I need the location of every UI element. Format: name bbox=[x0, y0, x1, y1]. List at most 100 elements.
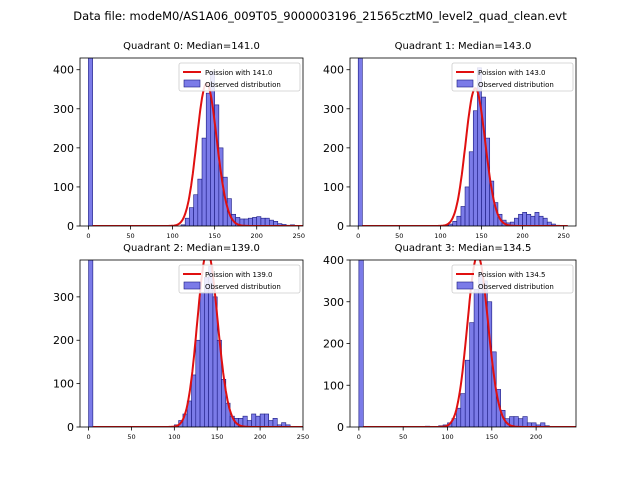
histogram-bar bbox=[88, 58, 93, 226]
histogram-bar bbox=[199, 292, 205, 427]
panel-title: Quadrant 0: Median=141.0 bbox=[123, 41, 260, 52]
y-tick-label: 300 bbox=[53, 103, 74, 116]
x-tick-label: 0 bbox=[357, 433, 361, 441]
histogram-bar bbox=[242, 415, 248, 427]
x-tick-label: 150 bbox=[486, 433, 498, 441]
histogram-bar bbox=[264, 217, 270, 226]
y-tick-label: 100 bbox=[323, 379, 344, 392]
histogram-bar bbox=[88, 260, 94, 427]
histogram-bar bbox=[513, 416, 519, 427]
histogram-bar bbox=[522, 416, 528, 427]
histogram-bar bbox=[197, 178, 203, 226]
x-tick-label: 200 bbox=[530, 433, 542, 441]
histogram-bar bbox=[204, 277, 209, 427]
histogram-bar bbox=[473, 288, 479, 427]
histogram-bar bbox=[526, 213, 532, 226]
histogram-bar bbox=[184, 217, 190, 226]
axes-frame bbox=[79, 57, 304, 227]
histogram-bar bbox=[469, 322, 475, 427]
histogram-bar bbox=[248, 217, 253, 226]
histogram-bar bbox=[452, 221, 458, 226]
x-tick-label: 100 bbox=[168, 433, 180, 441]
x-tick-label: 50 bbox=[127, 433, 135, 441]
plot-area bbox=[88, 58, 303, 226]
legend-box bbox=[178, 264, 301, 294]
poisson-fit-line bbox=[92, 82, 303, 226]
y-tick-label: 0 bbox=[67, 421, 74, 434]
legend-box bbox=[451, 62, 574, 92]
x-tick-label: 50 bbox=[126, 232, 134, 240]
x-tick-label: 250 bbox=[557, 232, 569, 240]
histogram-bar bbox=[264, 413, 269, 427]
x-tick-label: 0 bbox=[86, 232, 90, 240]
x-tick-label: 100 bbox=[166, 232, 178, 240]
figure-title: Data file: modeM0/AS1A06_009T05_90000031… bbox=[73, 9, 567, 23]
chart-panel-quadrant-3: 0 50 100 150 200 0 100 200 300 400 Quadrant 3: Med… bbox=[323, 243, 577, 441]
y-tick-label: 400 bbox=[323, 64, 344, 77]
x-tick-label: 150 bbox=[475, 232, 487, 240]
chart-panel-quadrant-0: 0 50 100 150 200 250 0 100 200 300 400 Quadrant 0: … bbox=[53, 41, 305, 240]
legend-box bbox=[178, 62, 301, 92]
histogram-bar bbox=[460, 206, 466, 226]
x-tick-label: 200 bbox=[251, 232, 263, 240]
legend-label-poisson: Poission with 139.0 bbox=[205, 271, 273, 279]
x-tick-label: 100 bbox=[434, 232, 446, 240]
legend-box bbox=[451, 264, 574, 294]
histogram-bar bbox=[201, 137, 207, 226]
x-tick-label: 250 bbox=[293, 232, 305, 240]
axes-frame bbox=[79, 259, 304, 428]
y-tick-label: 400 bbox=[323, 254, 344, 267]
histogram-bar bbox=[285, 424, 291, 427]
histogram-bar bbox=[456, 407, 462, 427]
x-tick-label: 0 bbox=[356, 232, 360, 240]
panel-title: Quadrant 1: Median=143.0 bbox=[395, 41, 532, 52]
histogram-bar bbox=[252, 217, 258, 226]
x-tick-label: 200 bbox=[516, 232, 528, 240]
histogram-bar bbox=[357, 58, 363, 226]
histogram-bar bbox=[456, 215, 462, 226]
y-tick-label: 0 bbox=[337, 220, 344, 233]
y-tick-label: 100 bbox=[323, 181, 344, 194]
x-tick-label: 250 bbox=[297, 433, 309, 441]
y-tick-label: 0 bbox=[337, 421, 344, 434]
x-tick-label: 100 bbox=[441, 433, 453, 441]
plot-area bbox=[357, 58, 568, 226]
x-tick-label: 0 bbox=[87, 433, 91, 441]
legend-bar-swatch bbox=[183, 79, 201, 88]
legend-label-poisson: Poission with 134.5 bbox=[478, 271, 546, 279]
y-tick-label: 400 bbox=[53, 64, 74, 77]
poisson-fit-line bbox=[362, 87, 568, 226]
histogram-bar bbox=[358, 260, 364, 427]
legend-label-observed: Observed distribution bbox=[478, 81, 554, 89]
y-tick-label: 300 bbox=[53, 291, 74, 304]
panel-title: Quadrant 2: Median=139.0 bbox=[123, 243, 260, 254]
histogram-bar bbox=[251, 413, 257, 427]
y-tick-label: 200 bbox=[53, 142, 74, 155]
legend-bar-swatch bbox=[183, 281, 201, 290]
legend-label-observed: Observed distribution bbox=[205, 81, 281, 89]
y-tick-label: 300 bbox=[323, 296, 344, 309]
histogram-bar bbox=[464, 186, 470, 226]
histogram-bar bbox=[191, 374, 197, 427]
histogram-bar bbox=[534, 212, 540, 226]
histogram-bar bbox=[256, 216, 262, 226]
legend-label-poisson: Poission with 143.0 bbox=[478, 69, 546, 77]
histogram-bar bbox=[538, 215, 544, 226]
x-tick-label: 50 bbox=[399, 433, 407, 441]
histogram-bar bbox=[189, 207, 194, 226]
histogram-bar bbox=[472, 110, 478, 226]
legend-label-poisson: Poission with 141.0 bbox=[205, 69, 273, 77]
y-tick-label: 100 bbox=[53, 181, 74, 194]
panel-title: Quadrant 3: Median=134.5 bbox=[395, 243, 532, 254]
histogram-bar bbox=[193, 194, 199, 226]
axes-frame bbox=[349, 57, 577, 227]
y-tick-label: 200 bbox=[323, 338, 344, 351]
histogram-bar bbox=[530, 215, 536, 226]
histogram-bar bbox=[518, 213, 523, 226]
histogram-bar bbox=[259, 413, 265, 427]
y-tick-label: 300 bbox=[323, 103, 344, 116]
legend-bar-swatch bbox=[456, 281, 474, 290]
histogram-bar bbox=[542, 217, 548, 226]
legend-bar-swatch bbox=[456, 79, 474, 88]
